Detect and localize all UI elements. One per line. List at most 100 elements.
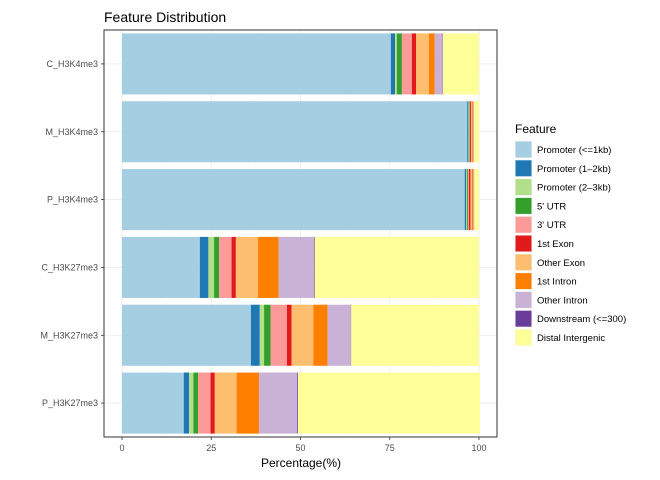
bar-segment-c-h3k4me3-promoter-2-3kb [395, 33, 397, 95]
bar-segment-p-h3k27me3-5-utr [193, 372, 199, 434]
bar-segment-m-h3k4me3-5-utr [468, 101, 470, 163]
legend-label: Other Intron [537, 295, 588, 306]
legend-key-swatch [515, 179, 532, 196]
bar-segment-p-h3k27me3-other-exon [214, 372, 237, 434]
bar-segment-c-h3k27me3-3-utr [219, 236, 232, 298]
legend-item-promoter-1-2kb: Promoter (1–2kb) [515, 159, 611, 177]
legend-label: 1st Exon [537, 239, 574, 250]
bar-segment-p-h3k27me3-other-intron [259, 372, 298, 434]
bar-segment-p-h3k4me3-other-exon [470, 169, 472, 231]
legend-key-swatch [515, 141, 532, 158]
bar-segment-p-h3k4me3-promoter-1-2kb [464, 169, 467, 231]
bar-group-c-h3k27me3 [122, 236, 479, 298]
bar-segment-p-h3k4me3-3-utr [467, 169, 470, 231]
bar-segment-p-h3k4me3-promoter-2-3kb [466, 169, 467, 231]
x-tick-label: 75 [385, 443, 395, 453]
bar-segment-m-h3k4me3-3-utr [469, 101, 471, 163]
bar-segment-c-h3k4me3-5-utr [396, 33, 402, 95]
bar-segment-m-h3k4me3-1st-intron [472, 101, 474, 163]
legend-label: Downstream (<=300) [537, 314, 626, 325]
legend-label: Promoter (2–3kb) [537, 183, 611, 194]
legend-key-swatch [515, 254, 532, 271]
bar-segment-p-h3k27me3-promoter-1kb [122, 372, 184, 434]
bar-group-m-h3k27me3 [122, 304, 479, 366]
legend-label: 3' UTR [537, 220, 566, 231]
legend-item-other-exon: Other Exon [515, 253, 585, 271]
bar-segment-c-h3k27me3-1st-intron [258, 236, 279, 298]
legend-title: Feature [515, 122, 557, 136]
legend-key-swatch [515, 329, 532, 346]
bar-group-p-h3k27me3 [122, 372, 481, 434]
bar-segment-m-h3k27me3-other-exon [291, 304, 314, 366]
x-tick-label: 25 [206, 443, 216, 453]
bar-segment-m-h3k27me3-distal-intergenic [351, 304, 479, 366]
legend-key-swatch [515, 197, 532, 214]
bar-segment-p-h3k4me3-promoter-1kb [122, 169, 465, 231]
bar-segment-p-h3k27me3-1st-intron [236, 372, 260, 434]
bar-segment-m-h3k27me3-5-utr [264, 304, 271, 366]
bar-segment-c-h3k27me3-other-intron [278, 236, 315, 298]
legend-label: Promoter (<=1kb) [537, 145, 611, 156]
y-tick-label: C_H3K4me3 [46, 59, 98, 69]
bar-segment-p-h3k27me3-distal-intergenic [298, 372, 481, 434]
y-tick-label: P_H3K27me3 [42, 398, 98, 408]
legend-label: Distal Intergenic [537, 333, 605, 344]
bar-segment-m-h3k27me3-other-intron [327, 304, 351, 366]
bar-segment-m-h3k27me3-promoter-1-2kb [250, 304, 260, 366]
bar-segment-p-h3k27me3-downstream-300 [297, 372, 299, 434]
bar-segment-c-h3k4me3-other-intron [434, 33, 443, 95]
bar-group-p-h3k4me3 [122, 169, 479, 231]
bar-segment-c-h3k27me3-distal-intergenic [314, 236, 479, 298]
legend-item-3-utr: 3' UTR [515, 216, 566, 234]
legend-label: Other Exon [537, 258, 585, 269]
y-tick-label: M_H3K27me3 [40, 330, 98, 340]
bar-segment-m-h3k4me3-promoter-1-2kb [467, 101, 469, 163]
bar-segment-c-h3k27me3-promoter-2-3kb [208, 236, 215, 298]
y-tick-label: M_H3K4me3 [45, 127, 98, 137]
legend-item-downstream-300: Downstream (<=300) [515, 310, 626, 328]
bar-segment-p-h3k4me3-5-utr [466, 169, 468, 231]
legend-item-other-intron: Other Intron [515, 291, 588, 309]
y-tick-label: P_H3K4me3 [47, 195, 98, 205]
plot-area: C_H3K4me3 M_H3K4me3 P_H3K4me3 C_H3K27me3 M_H… [40, 29, 498, 453]
bar-segment-p-h3k27me3-promoter-2-3kb [189, 372, 194, 434]
legend-label: 1st Intron [537, 277, 577, 288]
bar-segment-c-h3k27me3-other-exon [235, 236, 259, 298]
bar-segment-m-h3k27me3-promoter-1kb [122, 304, 251, 366]
legend-key-swatch [515, 310, 532, 327]
bar-segment-c-h3k27me3-promoter-1kb [122, 236, 200, 298]
legend: Feature Promoter (<=1kb) Promoter (1–2kb)… [515, 122, 626, 346]
chart-title: Feature Distribution [104, 9, 226, 25]
legend-item-1st-exon: 1st Exon [515, 235, 574, 252]
x-tick-label: 50 [295, 443, 305, 453]
bar-segment-p-h3k27me3-promoter-1-2kb [183, 372, 190, 434]
bar-group-c-h3k4me3 [122, 33, 479, 95]
legend-item-promoter-1kb: Promoter (<=1kb) [515, 141, 611, 158]
bar-segment-c-h3k4me3-1st-intron [429, 33, 435, 95]
bar-segment-c-h3k4me3-distal-intergenic [442, 33, 479, 95]
bar-segment-c-h3k27me3-1st-exon [231, 236, 236, 298]
bar-segment-p-h3k4me3-1st-exon [469, 169, 471, 231]
legend-item-5-utr: 5' UTR [515, 197, 566, 215]
bar-segment-m-h3k4me3-1st-exon [470, 101, 472, 163]
bar-segment-c-h3k4me3-3-utr [401, 33, 412, 95]
legend-label: Promoter (1–2kb) [537, 164, 611, 175]
legend-item-promoter-2-3kb: Promoter (2–3kb) [515, 178, 611, 196]
bar-segment-m-h3k27me3-1st-exon [286, 304, 292, 366]
bar-segment-p-h3k27me3-3-utr [198, 372, 211, 434]
x-tick-label: 0 [119, 443, 124, 453]
bar-segment-p-h3k4me3-other-intron [473, 169, 475, 231]
bar-segment-m-h3k4me3-promoter-1kb [122, 101, 468, 163]
bar-segment-m-h3k4me3-other-intron [473, 101, 475, 163]
legend-item-1st-intron: 1st Intron [515, 272, 577, 290]
bar-segment-p-h3k27me3-1st-exon [210, 372, 215, 434]
legend-key-swatch [515, 216, 532, 233]
x-axis-label: Percentage(%) [261, 456, 341, 470]
legend-key-swatch [515, 291, 532, 308]
legend-key-swatch [515, 235, 532, 252]
bar-segment-p-h3k4me3-distal-intergenic [474, 169, 479, 231]
bar-segment-c-h3k4me3-promoter-1-2kb [390, 33, 396, 95]
bar-segment-c-h3k27me3-promoter-1-2kb [199, 236, 209, 298]
bar-segment-c-h3k4me3-other-exon [416, 33, 430, 95]
bar-segment-c-h3k4me3-promoter-1kb [122, 33, 391, 95]
